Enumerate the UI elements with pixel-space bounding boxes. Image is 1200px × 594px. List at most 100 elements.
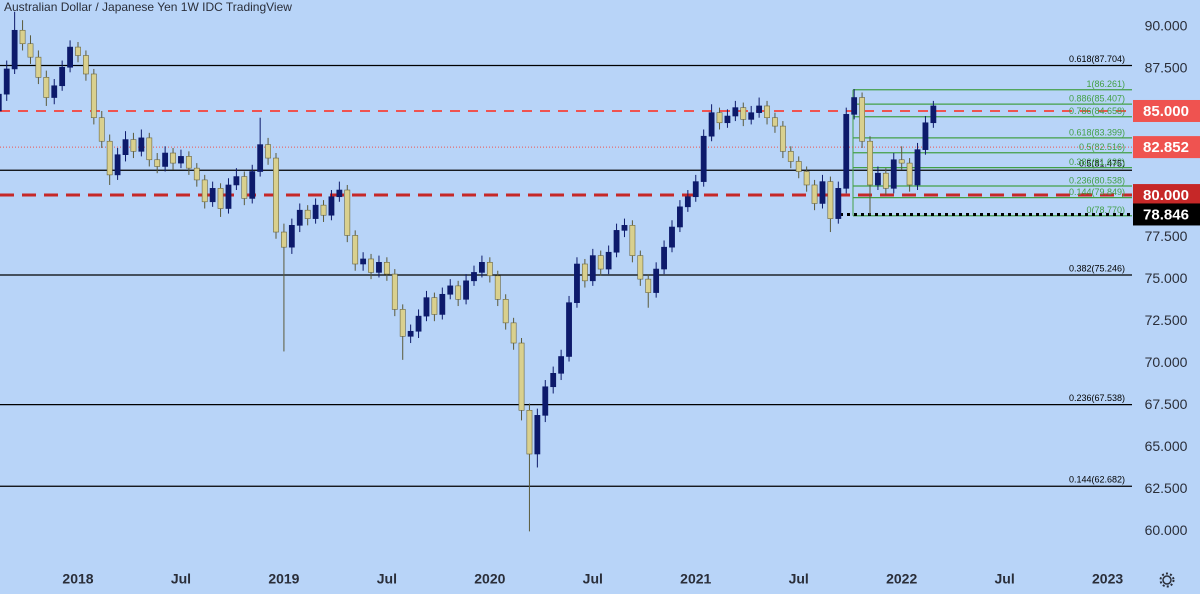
x-tick-label: Jul xyxy=(995,571,1015,587)
candle-body xyxy=(795,161,802,172)
candle-body xyxy=(898,159,905,164)
x-tick-label: 2019 xyxy=(268,571,299,587)
key-level-box xyxy=(1133,99,1200,122)
candle-body xyxy=(154,159,161,167)
candle-body xyxy=(170,152,176,164)
candle-body xyxy=(906,162,913,186)
candle-body xyxy=(368,258,374,273)
candle-body xyxy=(708,112,715,137)
x-tick-label: Jul xyxy=(789,571,809,587)
x-tick-label: 2020 xyxy=(474,571,505,587)
fib-level-label: 0.618(87.704) xyxy=(1069,54,1125,64)
fib-level-label: 0.236(67.538) xyxy=(1069,393,1125,403)
candle-body xyxy=(764,105,770,119)
swing-fib-label: 1(86.261) xyxy=(1086,79,1125,89)
y-tick-label: 62.500 xyxy=(1145,480,1188,496)
candle-body xyxy=(748,112,755,120)
candle-body xyxy=(257,144,264,172)
current-price-box xyxy=(1133,136,1200,159)
candle-body xyxy=(383,262,390,275)
candle-body xyxy=(740,107,747,120)
candle-body xyxy=(130,139,137,152)
candle-body xyxy=(669,226,675,248)
candle-body xyxy=(75,46,81,56)
candle-body xyxy=(890,159,897,189)
candle-body xyxy=(193,167,200,181)
candle-body xyxy=(273,157,279,233)
candle-body xyxy=(875,172,881,186)
candle-body xyxy=(930,105,937,124)
candle-body xyxy=(201,179,208,203)
candle-body xyxy=(772,117,778,127)
candle-body xyxy=(534,415,541,455)
candle-body xyxy=(479,262,485,273)
candle-body xyxy=(431,297,438,315)
candle-body xyxy=(566,302,572,357)
candle-body xyxy=(265,144,271,159)
y-tick-label: 75.000 xyxy=(1145,270,1188,286)
candle-body xyxy=(803,171,810,186)
candle-body xyxy=(249,171,256,199)
candle-body xyxy=(621,225,628,231)
candle-body xyxy=(27,43,34,58)
candle-body xyxy=(178,156,184,164)
candle-body xyxy=(344,189,351,236)
fib-level-label: 0.5(81.475) xyxy=(1079,159,1125,169)
candle-body xyxy=(851,97,858,115)
x-tick-label: Jul xyxy=(377,571,397,587)
gear-teeth[interactable] xyxy=(1159,572,1175,588)
candle-body xyxy=(787,151,794,162)
candle-body xyxy=(700,135,707,182)
candle-body xyxy=(328,196,335,216)
swing-fib-label: 0.786(84.658) xyxy=(1069,106,1125,116)
gear[interactable] xyxy=(1162,575,1172,585)
candle-body xyxy=(558,356,565,374)
candle-body xyxy=(486,262,493,277)
candle-body xyxy=(185,156,192,169)
candle-body xyxy=(415,315,422,332)
candle-body xyxy=(637,255,644,280)
candle-body xyxy=(859,97,865,142)
candle-body xyxy=(716,112,723,124)
candle-body xyxy=(692,181,699,198)
candle-body xyxy=(494,275,501,300)
candle-body xyxy=(352,235,359,265)
candle-body xyxy=(225,184,232,209)
candle-body xyxy=(423,297,430,317)
y-tick-label: 60.000 xyxy=(1145,522,1188,538)
candle-body xyxy=(629,225,636,256)
y-tick-label: 67.500 xyxy=(1145,396,1188,412)
chart-title: Australian Dollar / Japanese Yen 1W IDC … xyxy=(4,0,292,14)
candle-body xyxy=(447,285,454,295)
candle-body xyxy=(827,181,834,219)
candle-body xyxy=(59,66,66,87)
candle-body xyxy=(502,299,509,324)
candle-body xyxy=(439,293,446,315)
key-level-label: 85.000 xyxy=(1143,103,1189,120)
candle-body xyxy=(811,184,818,204)
swing-fib-label: 0.382(81.632) xyxy=(1069,157,1125,167)
candle-body xyxy=(542,386,549,416)
candle-body xyxy=(471,272,477,282)
y-tick-label: 70.000 xyxy=(1145,354,1188,370)
candle-body xyxy=(281,231,287,248)
candle-body xyxy=(3,68,10,95)
candle-body xyxy=(574,263,580,303)
candle-body xyxy=(320,204,327,216)
y-tick-label: 72.500 xyxy=(1145,312,1188,328)
fib-level-label: 0.144(62.682) xyxy=(1069,475,1125,485)
settings-icon[interactable] xyxy=(1159,572,1175,588)
candle-body xyxy=(360,258,367,265)
x-tick-label: Jul xyxy=(171,571,191,587)
candle-body xyxy=(399,309,406,337)
candle-body xyxy=(43,77,50,98)
current-price-label: 82.852 xyxy=(1143,139,1189,156)
candle-body xyxy=(376,262,382,273)
y-tick-label: 87.500 xyxy=(1145,60,1188,76)
candle-body xyxy=(288,225,295,248)
candle-body xyxy=(589,255,596,282)
candle-body xyxy=(526,409,533,455)
candle-body xyxy=(209,188,216,203)
